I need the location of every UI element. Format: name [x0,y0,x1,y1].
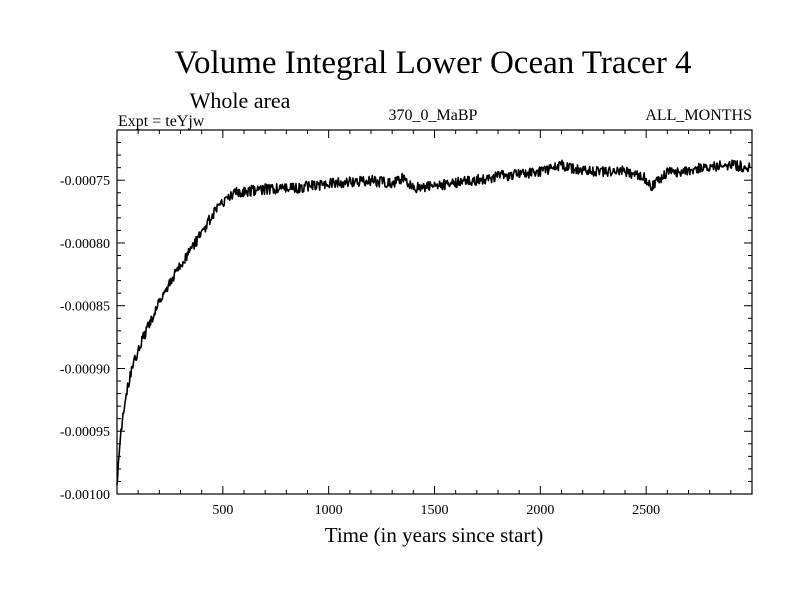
y-tick-label: -0.00085 [60,300,110,315]
x-axis-label: Time (in years since start) [325,523,544,547]
x-tick-label: 1000 [315,503,343,518]
months-label: ALL_MONTHS [645,107,752,124]
expt-label: Expt = teYjw [118,113,205,130]
x-tick-label: 500 [212,503,233,518]
y-tick-label: -0.00080 [60,237,110,252]
period-label: 370_0_MaBP [389,107,478,124]
y-tick-label: -0.00095 [60,425,110,440]
chart-subtitle: Whole area [190,88,291,113]
x-tick-label: 2000 [526,503,554,518]
chart-title: Volume Integral Lower Ocean Tracer 4 [174,45,691,81]
series-line [116,159,751,485]
y-tick-label: -0.00100 [60,488,110,503]
x-tick-label: 1500 [421,503,449,518]
x-axis: 500 1000 1500 2000 2500 [137,130,732,518]
y-tick-label: -0.00075 [60,174,110,189]
y-axis: -0.00100 -0.00095 -0.00090 -0.00085 -0.00080… [60,129,752,503]
y-tick-label: -0.00090 [60,362,110,377]
x-tick-label: 2500 [632,503,660,518]
